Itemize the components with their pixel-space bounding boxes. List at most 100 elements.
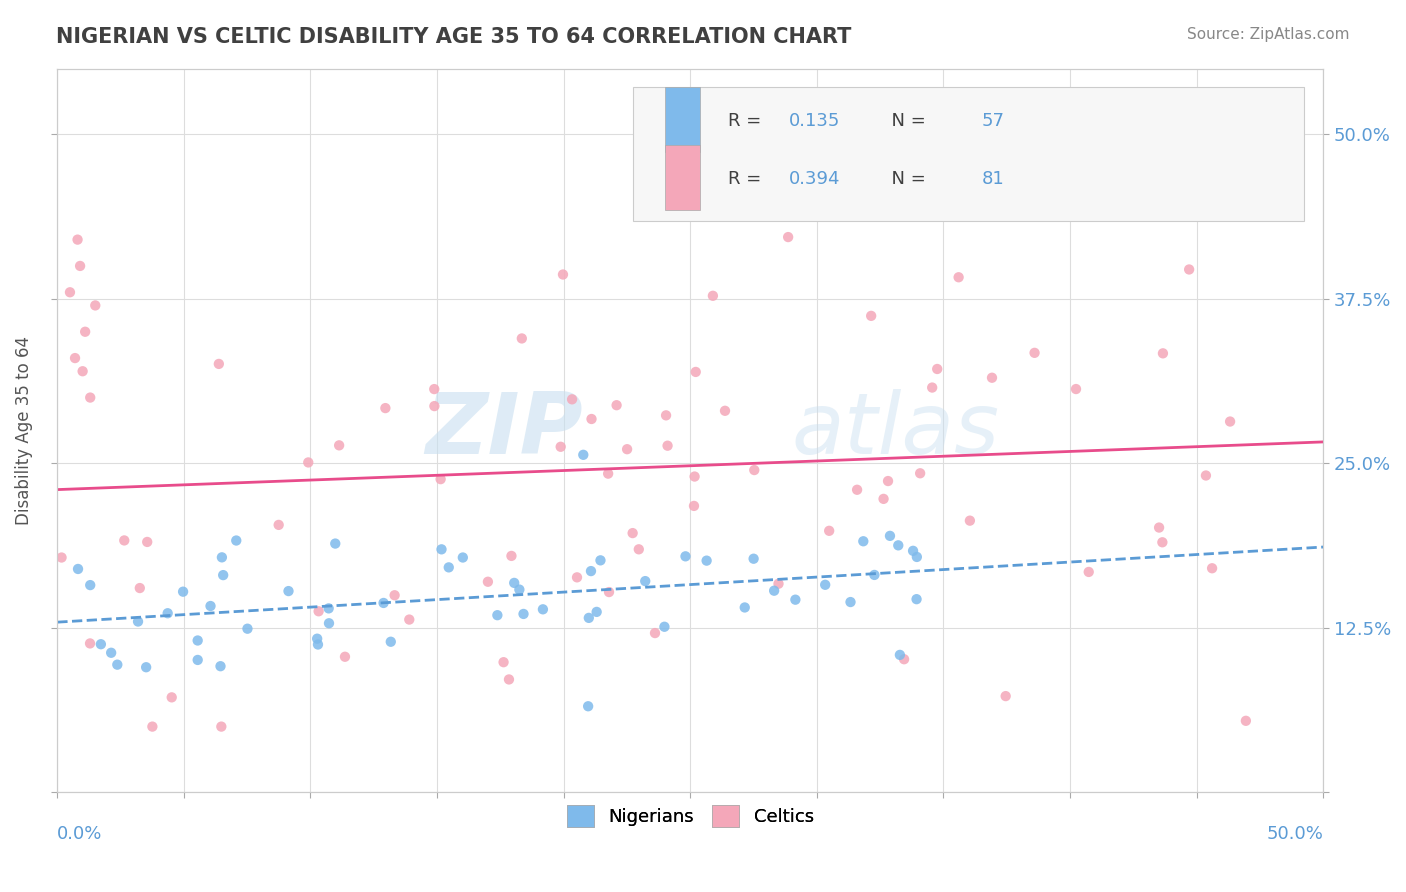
Point <box>1152 535 1174 549</box>
Point <box>323 536 346 550</box>
Point <box>654 620 676 634</box>
Point <box>297 455 319 469</box>
Point <box>872 491 894 506</box>
Point <box>508 582 530 597</box>
Point <box>550 440 572 454</box>
Point <box>581 412 603 426</box>
Point <box>79 636 101 650</box>
Point <box>127 615 149 629</box>
Point <box>1195 468 1218 483</box>
Point <box>51 550 73 565</box>
Point <box>501 549 523 563</box>
Point <box>778 230 800 244</box>
Y-axis label: Disability Age 35 to 64: Disability Age 35 to 64 <box>15 336 32 525</box>
Point <box>333 649 356 664</box>
Point <box>1024 346 1046 360</box>
Point <box>585 605 607 619</box>
Text: 0.135: 0.135 <box>789 112 841 129</box>
Point <box>785 592 807 607</box>
Point <box>451 550 474 565</box>
Point <box>423 382 446 396</box>
Text: R =: R = <box>728 112 768 129</box>
Point <box>561 392 583 407</box>
Point <box>429 472 451 486</box>
Point <box>887 538 910 552</box>
FancyBboxPatch shape <box>665 145 700 210</box>
Legend: Nigerians, Celtics: Nigerians, Celtics <box>560 797 821 834</box>
Point <box>512 607 534 621</box>
Point <box>318 616 340 631</box>
Point <box>208 357 231 371</box>
Point <box>498 673 520 687</box>
Point <box>384 588 406 602</box>
Point <box>307 632 329 646</box>
Point <box>927 362 949 376</box>
Point <box>374 401 396 416</box>
Point <box>921 380 943 394</box>
Point <box>1201 561 1223 575</box>
Point <box>1234 714 1257 728</box>
Point <box>200 599 222 613</box>
Point <box>572 448 595 462</box>
Point <box>863 568 886 582</box>
Point <box>267 517 290 532</box>
Text: 0.394: 0.394 <box>789 170 841 188</box>
Text: N =: N = <box>880 112 932 129</box>
Point <box>657 439 679 453</box>
Point <box>879 529 901 543</box>
Point <box>763 583 786 598</box>
Point <box>510 331 533 345</box>
Point <box>477 574 499 589</box>
Text: NIGERIAN VS CELTIC DISABILITY AGE 35 TO 64 CORRELATION CHART: NIGERIAN VS CELTIC DISABILITY AGE 35 TO … <box>56 27 852 46</box>
Point <box>846 483 869 497</box>
Text: ZIP: ZIP <box>425 389 582 472</box>
Point <box>79 578 101 592</box>
Point <box>437 560 460 574</box>
Point <box>579 564 602 578</box>
Text: N =: N = <box>880 170 932 188</box>
Point <box>105 657 128 672</box>
Point <box>187 653 209 667</box>
Point <box>66 562 89 576</box>
Point <box>63 351 86 365</box>
Point <box>616 442 638 457</box>
Point <box>84 298 107 312</box>
Point <box>59 285 82 300</box>
Point <box>768 576 790 591</box>
Point <box>685 365 707 379</box>
FancyBboxPatch shape <box>633 87 1305 220</box>
Point <box>860 309 883 323</box>
Point <box>852 534 875 549</box>
Point <box>209 659 232 673</box>
Point <box>644 626 666 640</box>
Text: 81: 81 <box>981 170 1004 188</box>
Point <box>889 648 911 662</box>
Point <box>211 550 233 565</box>
Point <box>742 551 765 566</box>
Point <box>877 474 900 488</box>
Point <box>742 463 765 477</box>
Point <box>503 575 526 590</box>
Point <box>212 568 235 582</box>
Point <box>141 720 163 734</box>
Point <box>328 438 350 452</box>
Point <box>135 660 157 674</box>
Point <box>1064 382 1087 396</box>
Point <box>308 604 330 618</box>
Point <box>398 613 420 627</box>
FancyBboxPatch shape <box>665 87 700 152</box>
Point <box>702 289 724 303</box>
Text: 0.0%: 0.0% <box>58 825 103 843</box>
Point <box>128 581 150 595</box>
Point <box>277 584 299 599</box>
Point <box>634 574 657 588</box>
Point <box>66 233 89 247</box>
Point <box>187 633 209 648</box>
Point <box>905 592 928 607</box>
Text: 50.0%: 50.0% <box>1267 825 1323 843</box>
Point <box>598 467 620 481</box>
Point <box>714 404 737 418</box>
Text: 57: 57 <box>981 112 1004 129</box>
Point <box>72 364 94 378</box>
Point <box>209 720 232 734</box>
